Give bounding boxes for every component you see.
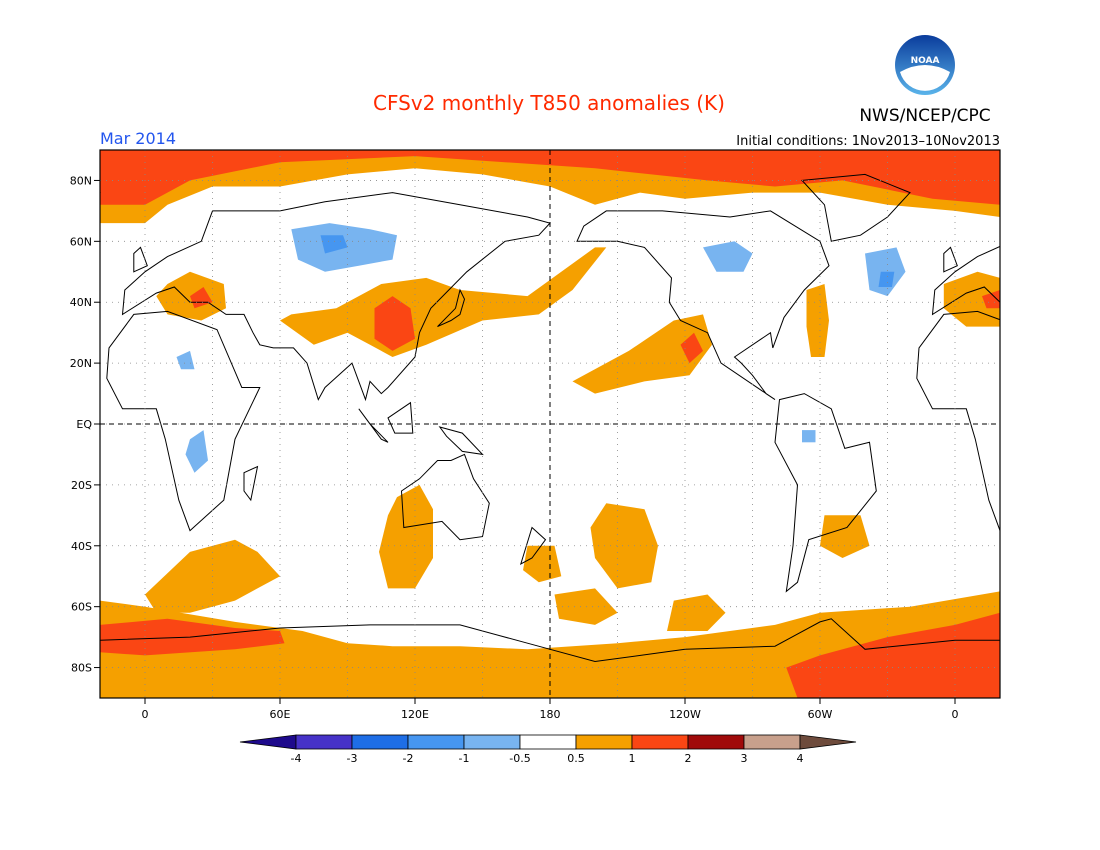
noaa-logo: NOAA bbox=[895, 35, 955, 95]
lat-label: 20N bbox=[70, 357, 92, 370]
lon-label: 180 bbox=[540, 708, 561, 721]
colorbar-swatch bbox=[687, 734, 745, 750]
orange-anomaly-region bbox=[280, 247, 607, 357]
colorbar-swatch bbox=[631, 734, 689, 750]
coast-australia bbox=[400, 453, 490, 541]
lat-label: 80S bbox=[71, 662, 92, 675]
lat-label: 80N bbox=[70, 174, 92, 187]
colorbar-tick-label: 4 bbox=[797, 752, 804, 765]
coast-north-america-wrap-west bbox=[0, 211, 19, 400]
red-anomaly-region bbox=[786, 612, 1000, 698]
lon-label: 0 bbox=[952, 708, 959, 721]
colorbar-arrow-high bbox=[799, 734, 857, 750]
orange-anomaly-region bbox=[523, 545, 562, 583]
orange-anomaly-region bbox=[667, 594, 726, 631]
color-bar: -4 -3 -2 -1 -0.5 0.5 1 2 3 4 bbox=[239, 734, 857, 765]
colorbar-tick-label: 0.5 bbox=[567, 752, 585, 765]
lat-label: EQ bbox=[76, 418, 92, 431]
orange-anomaly-region bbox=[820, 515, 870, 558]
valid-month: Mar 2014 bbox=[100, 129, 176, 148]
orange-anomaly-region bbox=[379, 484, 433, 589]
coast-indonesia-2 bbox=[387, 401, 414, 434]
light-blue-anomaly-region bbox=[802, 430, 816, 443]
red-anomaly-region bbox=[680, 332, 703, 364]
initial-conditions: Initial conditions: 1Nov2013–10Nov2013 bbox=[736, 134, 1000, 149]
coast-uk bbox=[133, 246, 148, 273]
lat-label: 60S bbox=[71, 601, 92, 614]
colorbar-tick-label: -4 bbox=[291, 752, 302, 765]
red-anomaly-region bbox=[982, 290, 1000, 309]
colorbar-swatch bbox=[407, 734, 465, 750]
orange-anomaly-region bbox=[590, 503, 658, 589]
light-blue-anomaly-region bbox=[703, 241, 753, 272]
colorbar-tick-label: -0.5 bbox=[509, 752, 530, 765]
lat-label: 20S bbox=[71, 479, 92, 492]
blue-anomaly-region bbox=[878, 271, 895, 287]
lon-label: 60W bbox=[808, 708, 833, 721]
lat-label: 40S bbox=[71, 540, 92, 553]
coast-africa bbox=[106, 310, 261, 532]
colorbar-swatch bbox=[519, 734, 577, 750]
red-anomaly-region bbox=[374, 296, 415, 351]
graticule bbox=[100, 150, 1000, 698]
red-anomaly-region bbox=[190, 287, 213, 309]
noaa-logo-text: NOAA bbox=[911, 56, 940, 66]
lon-label: 0 bbox=[142, 708, 149, 721]
coastlines bbox=[0, 173, 1068, 698]
coast-europe-asia bbox=[121, 192, 551, 402]
orange-anomaly-region bbox=[806, 284, 829, 357]
red-anomaly-region bbox=[100, 150, 1000, 205]
lon-label: 60E bbox=[270, 708, 291, 721]
coast-north-america bbox=[576, 210, 830, 401]
colorbar-tick-label: -2 bbox=[403, 752, 414, 765]
coast-greenland bbox=[800, 173, 911, 242]
colorbar-swatch bbox=[351, 734, 409, 750]
coast-madagascar-wrap bbox=[1054, 467, 1068, 501]
colorbar-swatch bbox=[295, 734, 353, 750]
coast-africa-wrap bbox=[916, 310, 1000, 532]
colorbar-swatch bbox=[575, 734, 633, 750]
coast-new-guinea bbox=[438, 426, 484, 456]
coast-japan bbox=[437, 288, 466, 328]
lat-label: 40N bbox=[70, 296, 92, 309]
blue-anomaly-region bbox=[320, 235, 348, 254]
light-blue-anomaly-region bbox=[185, 430, 208, 473]
anomaly-fields bbox=[100, 150, 1000, 698]
anomaly-map: 80N 60N 40N 20N EQ 20S 40S 60S 80S 0 60E 120E 180 120… bbox=[0, 149, 1068, 721]
coast-south-america-wrap-west bbox=[0, 394, 66, 592]
colorbar-tick-label: -1 bbox=[459, 752, 470, 765]
agency-label: NWS/NCEP/CPC bbox=[859, 106, 990, 126]
colorbar-tick-label: 2 bbox=[685, 752, 692, 765]
lon-label: 120E bbox=[401, 708, 429, 721]
orange-anomaly-region bbox=[572, 314, 712, 394]
colorbar-tick-label: 3 bbox=[741, 752, 748, 765]
light-blue-anomaly-region bbox=[865, 247, 906, 297]
lon-label: 120W bbox=[669, 708, 701, 721]
colorbar-arrow-low bbox=[239, 734, 297, 750]
light-blue-anomaly-region bbox=[176, 350, 195, 370]
colorbar-tick-label: 1 bbox=[629, 752, 636, 765]
figure-title: CFSv2 monthly T850 anomalies (K) bbox=[373, 91, 725, 115]
map-axes: 80N 60N 40N 20N EQ 20S 40S 60S 80S 0 60E 120E 180 120… bbox=[70, 174, 959, 721]
coast-antarctica bbox=[100, 618, 1000, 698]
coast-new-zealand bbox=[519, 526, 547, 566]
colorbar-swatch bbox=[463, 734, 521, 750]
colorbar-swatch bbox=[743, 734, 801, 750]
colorbar-tick-label: -3 bbox=[347, 752, 358, 765]
coast-south-america bbox=[774, 393, 877, 593]
lat-label: 60N bbox=[70, 235, 92, 248]
coast-indonesia-1 bbox=[358, 408, 389, 443]
coast-uk-wrap bbox=[943, 246, 958, 273]
orange-anomaly-region bbox=[100, 591, 1000, 698]
